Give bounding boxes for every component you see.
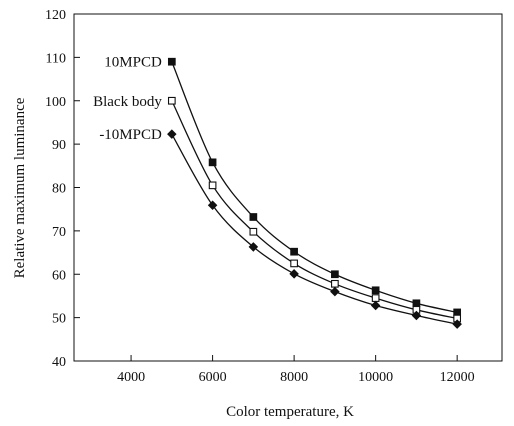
x-tick-label: 4000	[117, 370, 145, 385]
data-point	[207, 200, 218, 211]
y-tick-label: 80	[52, 182, 66, 197]
data-point	[167, 96, 176, 105]
data-point	[167, 129, 177, 139]
series-line	[171, 100, 458, 320]
data-point	[249, 213, 258, 221]
x-tick-label: 12000	[440, 370, 475, 385]
series-label: 10MPCD	[104, 55, 162, 71]
data-point	[167, 57, 176, 66]
y-axis-title: Relative maximum luminance	[12, 97, 28, 278]
x-tick-label: 6000	[199, 370, 227, 385]
y-tick-label: 120	[45, 8, 66, 23]
data-point	[249, 227, 258, 236]
data-point	[248, 242, 259, 252]
data-point	[331, 279, 339, 288]
y-axis-ticks: 40 50 60 70 80 90 100 110 120	[45, 8, 80, 370]
data-point	[208, 158, 217, 167]
data-point	[411, 310, 422, 321]
series-labels: 10MPCD Black body -10MPCD	[93, 55, 162, 143]
series-label: -10MPCD	[99, 127, 162, 143]
series-markers	[167, 57, 462, 329]
data-point	[371, 294, 380, 302]
data-point	[331, 270, 339, 279]
x-tick-label: 8000	[280, 370, 308, 385]
series-label: Black body	[93, 94, 162, 110]
y-tick-label: 50	[52, 312, 66, 327]
data-point	[452, 319, 462, 329]
y-tick-label: 90	[52, 138, 66, 153]
x-axis-title: Color temperature, K	[226, 404, 354, 420]
data-point	[289, 269, 299, 279]
data-point	[330, 286, 340, 297]
data-point	[290, 259, 298, 268]
y-tick-label: 60	[52, 268, 66, 283]
x-axis-ticks: 4000 6000 8000 10000 12000	[117, 355, 475, 385]
y-tick-label: 110	[46, 51, 66, 66]
y-tick-label: 100	[45, 95, 66, 110]
data-point	[371, 286, 380, 295]
data-point	[412, 299, 421, 308]
data-point	[370, 300, 381, 311]
data-point	[208, 181, 217, 190]
y-tick-label: 70	[52, 225, 66, 240]
y-tick-label: 40	[52, 355, 66, 370]
series-curves	[171, 61, 458, 325]
x-tick-label: 10000	[358, 370, 393, 385]
data-point	[290, 247, 298, 256]
